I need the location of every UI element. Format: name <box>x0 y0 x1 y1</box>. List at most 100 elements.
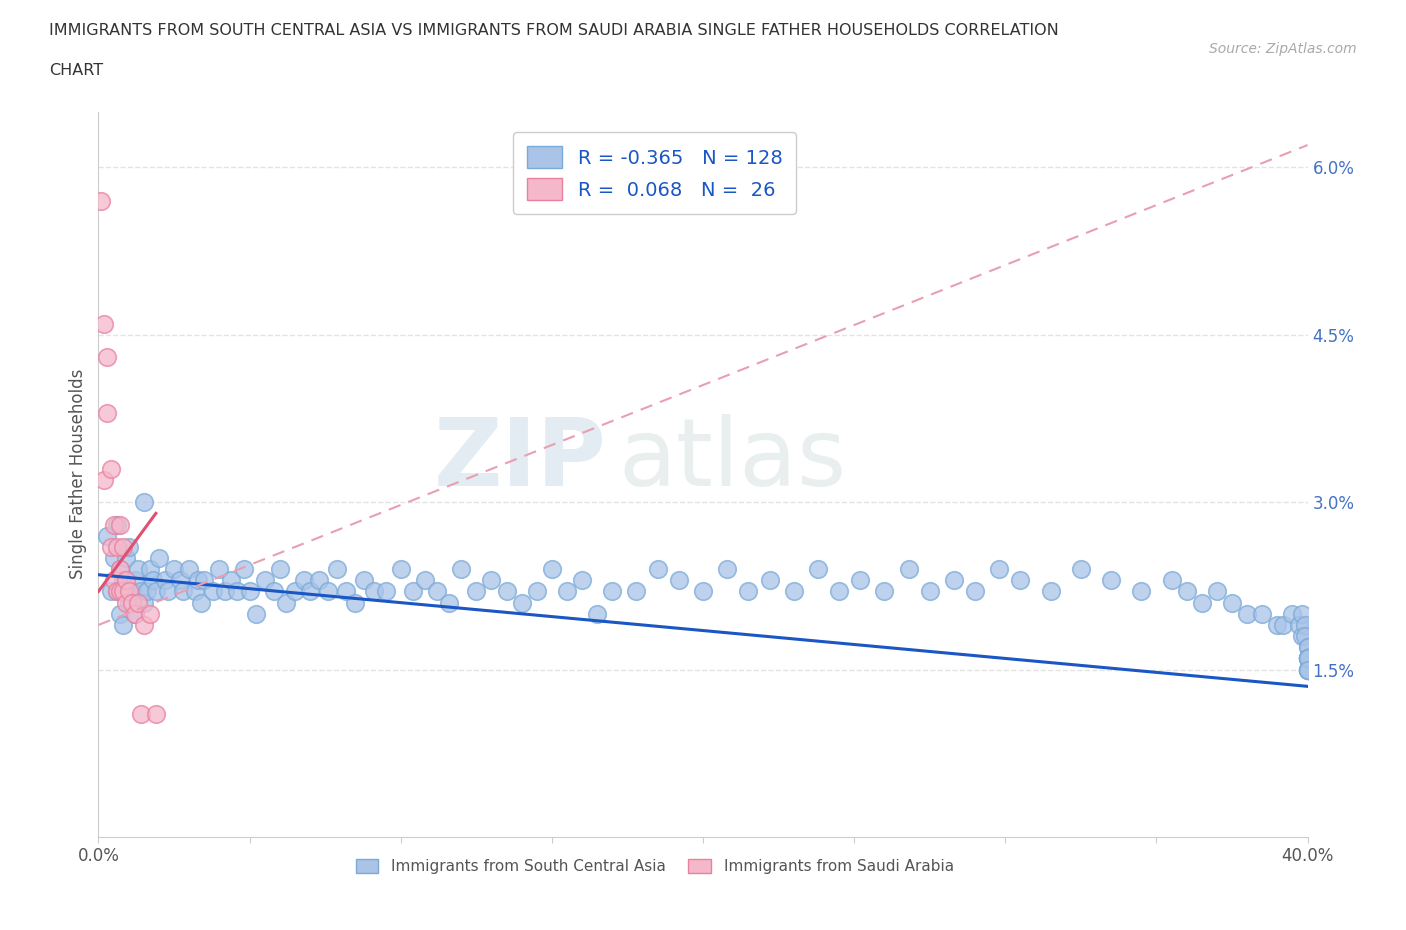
Point <box>148 551 170 565</box>
Point <box>1010 573 1032 588</box>
Point <box>1272 618 1295 632</box>
Point <box>103 573 125 588</box>
Point <box>232 562 254 577</box>
Point <box>221 573 243 588</box>
Point <box>139 562 162 577</box>
Point <box>1175 584 1198 599</box>
Point <box>426 584 449 599</box>
Point <box>145 707 167 722</box>
Point <box>1070 562 1092 577</box>
Point <box>142 573 165 588</box>
Point <box>114 584 136 599</box>
Text: atlas: atlas <box>619 414 846 506</box>
Point <box>828 584 851 599</box>
Point <box>105 517 128 532</box>
Point <box>965 584 987 599</box>
Point <box>1296 651 1319 666</box>
Point <box>111 618 134 632</box>
Point <box>374 584 396 599</box>
Point <box>292 573 315 588</box>
Point <box>156 584 179 599</box>
Point <box>1039 584 1062 599</box>
Point <box>108 562 131 577</box>
Point <box>1206 584 1229 599</box>
Point <box>132 618 155 632</box>
Point <box>783 584 806 599</box>
Point <box>716 562 738 577</box>
Point <box>1296 651 1319 666</box>
Point <box>214 584 236 599</box>
Point <box>118 539 141 554</box>
Point <box>389 562 412 577</box>
Point <box>100 584 122 599</box>
Point <box>402 584 425 599</box>
Point <box>103 551 125 565</box>
Point <box>284 584 307 599</box>
Point <box>308 573 330 588</box>
Point <box>437 595 460 610</box>
Point <box>124 606 146 621</box>
Point <box>100 461 122 476</box>
Point <box>129 584 152 599</box>
Point <box>118 595 141 610</box>
Point <box>118 584 141 599</box>
Point <box>253 573 276 588</box>
Point <box>108 606 131 621</box>
Point <box>326 562 349 577</box>
Point <box>1288 618 1310 632</box>
Point <box>135 584 157 599</box>
Point <box>1296 662 1319 677</box>
Point <box>1291 606 1313 621</box>
Point <box>918 584 941 599</box>
Point <box>132 495 155 510</box>
Point <box>758 573 780 588</box>
Point <box>124 573 146 588</box>
Point <box>1296 662 1319 677</box>
Legend: Immigrants from South Central Asia, Immigrants from Saudi Arabia: Immigrants from South Central Asia, Immi… <box>350 853 960 880</box>
Point <box>626 584 648 599</box>
Point <box>96 350 118 365</box>
Point <box>465 584 488 599</box>
Point <box>692 584 714 599</box>
Point <box>111 539 134 554</box>
Point <box>111 584 134 599</box>
Point <box>1296 651 1319 666</box>
Point <box>413 573 436 588</box>
Point <box>208 562 231 577</box>
Point <box>450 562 472 577</box>
Point <box>93 316 115 331</box>
Point <box>193 573 215 588</box>
Point <box>163 562 186 577</box>
Point <box>1296 651 1319 666</box>
Point <box>96 405 118 420</box>
Point <box>274 595 297 610</box>
Point <box>1296 651 1319 666</box>
Point <box>586 606 609 621</box>
Point <box>111 573 134 588</box>
Point <box>139 606 162 621</box>
Point <box>202 584 225 599</box>
Point <box>1296 662 1319 677</box>
Point <box>226 584 249 599</box>
Point <box>105 584 128 599</box>
Point <box>129 707 152 722</box>
Point <box>668 573 690 588</box>
Point <box>96 528 118 543</box>
Point <box>114 595 136 610</box>
Point <box>179 562 201 577</box>
Point <box>127 595 149 610</box>
Point <box>849 573 872 588</box>
Point <box>114 551 136 565</box>
Point <box>1296 640 1319 655</box>
Point <box>942 573 965 588</box>
Point <box>737 584 759 599</box>
Point <box>1296 662 1319 677</box>
Point <box>114 573 136 588</box>
Point <box>647 562 669 577</box>
Point <box>121 584 143 599</box>
Text: ZIP: ZIP <box>433 414 606 506</box>
Point <box>1291 629 1313 644</box>
Point <box>526 584 548 599</box>
Point <box>1236 606 1258 621</box>
Point <box>481 573 503 588</box>
